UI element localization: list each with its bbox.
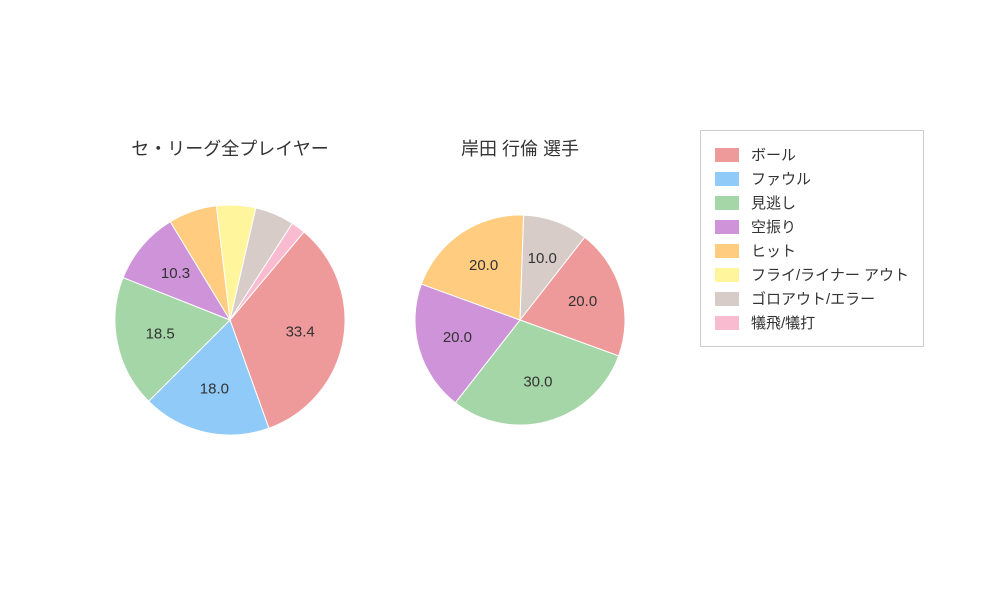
pie-slice-hit <box>421 215 523 320</box>
legend-label: ボール <box>751 144 796 165</box>
legend-swatch <box>715 172 739 186</box>
pie-slice-label-groundout: 10.0 <box>528 250 557 267</box>
pie-slice-swing <box>415 284 520 403</box>
legend-label: フライ/ライナー アウト <box>751 264 909 285</box>
chart-title-player: 岸田 行倫 選手 <box>380 135 660 161</box>
legend-item: 空振り <box>715 216 909 237</box>
legend-label: 犠飛/犠打 <box>751 312 815 333</box>
legend: ボール ファウル 見逃し 空振り ヒット フライ/ライナー アウト ゴロアウト/… <box>700 130 924 347</box>
legend-swatch <box>715 220 739 234</box>
legend-label: ゴロアウト/エラー <box>751 288 875 309</box>
pie-slice-label-ball: 33.4 <box>286 323 315 340</box>
legend-swatch <box>715 292 739 306</box>
pie-slice-groundout <box>230 208 292 320</box>
legend-swatch <box>715 148 739 162</box>
legend-label: 見逃し <box>751 192 796 213</box>
legend-label: ファウル <box>751 168 811 189</box>
legend-item: フライ/ライナー アウト <box>715 264 909 285</box>
chart-title-league-text: セ・リーグ全プレイヤー <box>131 139 328 159</box>
chart-title-league: セ・リーグ全プレイヤー <box>90 135 370 161</box>
legend-label: 空振り <box>751 216 796 237</box>
legend-swatch <box>715 196 739 210</box>
pie-slice-label-looking: 30.0 <box>523 374 552 391</box>
pie-slice-label-hit: 20.0 <box>469 257 498 274</box>
pie-slice-label-looking: 18.5 <box>146 325 175 342</box>
pie-slice-hit <box>170 206 230 320</box>
legend-item: ファウル <box>715 168 909 189</box>
pie-slice-groundout <box>520 215 585 320</box>
pie-slice-sac <box>230 223 304 320</box>
legend-swatch <box>715 316 739 330</box>
legend-swatch <box>715 244 739 258</box>
pie-slice-swing <box>123 222 230 320</box>
legend-item: 犠飛/犠打 <box>715 312 909 333</box>
pie-slice-label-swing: 20.0 <box>443 329 472 346</box>
chart-title-player-text: 岸田 行倫 選手 <box>461 139 579 159</box>
chart-container: { "background_color": "#ffffff", "title_… <box>0 0 1000 600</box>
pie-slice-ball <box>230 232 345 428</box>
pie-slice-label-foul: 18.0 <box>200 381 229 398</box>
legend-item: ゴロアウト/エラー <box>715 288 909 309</box>
pie-slice-looking <box>115 278 230 402</box>
legend-label: ヒット <box>751 240 796 261</box>
legend-item: 見逃し <box>715 192 909 213</box>
pie-slice-flyout <box>216 205 255 320</box>
legend-item: ボール <box>715 144 909 165</box>
pie-slice-looking <box>455 320 618 425</box>
pie-slice-label-ball: 20.0 <box>568 293 597 310</box>
pie-slice-foul <box>149 320 269 435</box>
pie-slice-ball <box>520 237 625 356</box>
legend-swatch <box>715 268 739 282</box>
pie-slice-label-swing: 10.3 <box>161 265 190 282</box>
legend-item: ヒット <box>715 240 909 261</box>
